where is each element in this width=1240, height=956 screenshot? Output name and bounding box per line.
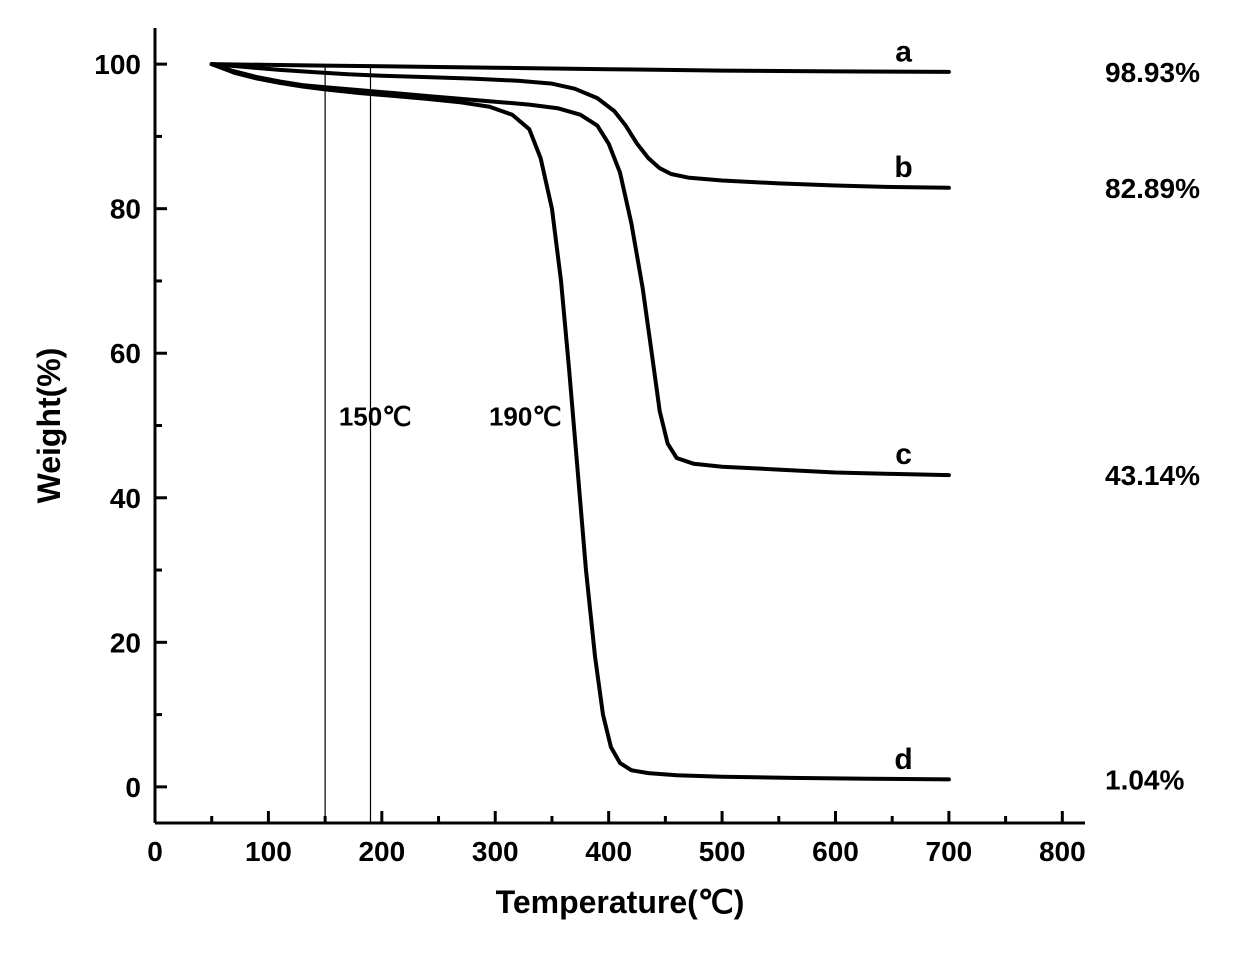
- series-label-b: b: [894, 151, 912, 184]
- series-label-d: d: [894, 743, 912, 776]
- y-tick-label: 60: [110, 338, 141, 369]
- chart-root: 0 100 200 300 400 500 600 700 800 0 20 40 60 80 100 Tem…: [0, 0, 1240, 956]
- marker-label-190: 190℃: [489, 402, 562, 432]
- y-tick-label: 40: [110, 483, 141, 514]
- x-axis-label: Temperature(℃): [496, 884, 745, 920]
- marker-label-150: 150℃: [339, 402, 412, 432]
- x-tick-label: 600: [812, 836, 859, 867]
- end-value-c: 43.14%: [1105, 460, 1200, 491]
- y-tick-label: 80: [110, 194, 141, 225]
- series-label-c: c: [895, 438, 912, 471]
- x-tick-label: 500: [699, 836, 746, 867]
- y-axis-label: Weight(%): [31, 348, 67, 504]
- y-tick-label: 100: [94, 49, 141, 80]
- y-tick-label: 0: [125, 772, 141, 803]
- x-tick-label: 100: [245, 836, 292, 867]
- y-tick-label: 20: [110, 627, 141, 658]
- end-value-d: 1.04%: [1105, 764, 1184, 795]
- x-tick-label: 0: [147, 836, 163, 867]
- series-label-a: a: [895, 36, 912, 69]
- tga-chart: 0 100 200 300 400 500 600 700 800 0 20 40 60 80 100 Tem…: [0, 0, 1240, 956]
- x-tick-label: 700: [926, 836, 973, 867]
- end-value-a: 98.93%: [1105, 57, 1200, 88]
- end-value-b: 82.89%: [1105, 173, 1200, 204]
- x-tick-label: 200: [358, 836, 405, 867]
- x-tick-label: 300: [472, 836, 519, 867]
- x-tick-label: 400: [585, 836, 632, 867]
- x-tick-label: 800: [1039, 836, 1086, 867]
